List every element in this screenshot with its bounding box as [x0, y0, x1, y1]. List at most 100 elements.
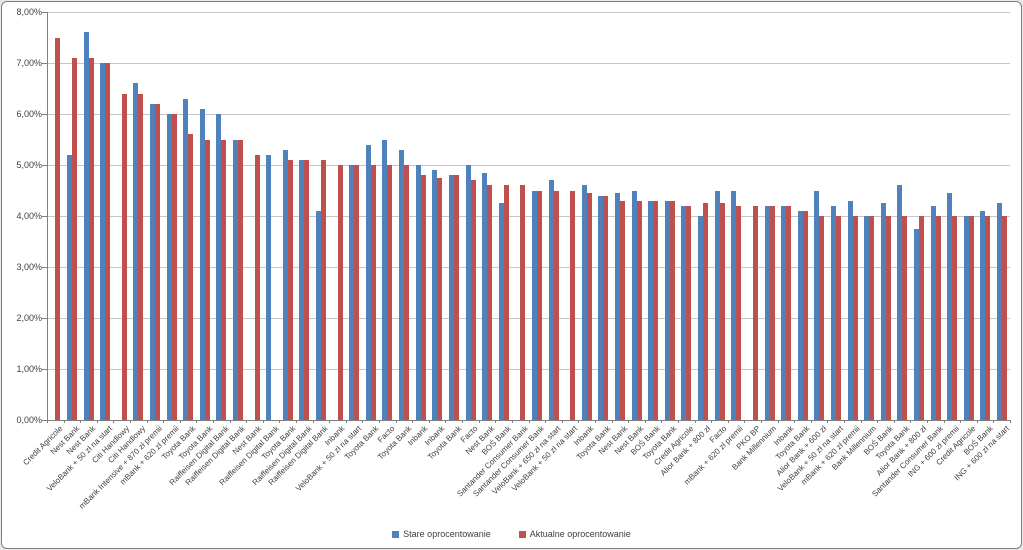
bar-old-rate	[698, 216, 704, 420]
bar-new-rate	[752, 205, 758, 420]
x-axis-tick	[179, 420, 181, 423]
x-axis-tick	[113, 420, 115, 423]
bar-old-rate	[349, 165, 355, 420]
bar-new-rate	[586, 193, 592, 420]
bar-new-rate	[968, 216, 974, 420]
x-axis-tick	[628, 420, 630, 423]
bar-new-rate	[138, 93, 144, 420]
x-axis-tick	[528, 420, 530, 423]
bar-new-rate	[786, 205, 792, 420]
bar-new-rate	[520, 185, 526, 420]
gridline	[47, 165, 1010, 166]
bar-old-rate	[482, 172, 488, 420]
bar-old-rate	[282, 149, 288, 420]
bar-old-rate	[299, 159, 305, 420]
bar-old-rate	[847, 200, 853, 420]
category-group	[329, 12, 346, 420]
bar-old-rate	[947, 193, 953, 420]
category-group	[495, 12, 512, 420]
bar-old-rate	[864, 216, 870, 420]
category-group	[961, 12, 978, 420]
category-group	[529, 12, 546, 420]
bar-old-rate	[382, 139, 388, 420]
bar-old-rate	[997, 203, 1003, 420]
x-axis-tick	[362, 420, 364, 423]
y-axis-label: 3,00%	[16, 262, 42, 272]
bar-new-rate	[603, 195, 609, 420]
x-axis-tick	[213, 420, 215, 423]
category-group	[645, 12, 662, 420]
x-axis-tick	[80, 420, 82, 423]
bar-old-rate	[930, 205, 936, 420]
category-group	[479, 12, 496, 420]
bar-old-rate	[66, 154, 72, 420]
bar-new-rate	[553, 190, 559, 420]
bar-new-rate	[636, 200, 642, 420]
x-axis-tick	[860, 420, 862, 423]
gridline	[47, 63, 1010, 64]
bar-old-rate	[166, 114, 172, 420]
bar-old-rate	[598, 195, 604, 420]
bar-old-rate	[714, 190, 720, 420]
category-group	[545, 12, 562, 420]
bar-new-rate	[802, 210, 808, 420]
x-axis-tick	[893, 420, 895, 423]
category-group	[213, 12, 230, 420]
x-axis-tick	[478, 420, 480, 423]
category-group	[761, 12, 778, 420]
bar-new-rate	[835, 216, 841, 420]
category-group	[628, 12, 645, 420]
bar-new-rate	[420, 175, 426, 420]
category-group	[130, 12, 147, 420]
gridline	[47, 369, 1010, 370]
x-axis-tick	[561, 420, 563, 423]
bar-old-rate	[399, 149, 405, 420]
x-axis-tick	[910, 420, 912, 423]
category-group	[944, 12, 961, 420]
category-group	[263, 12, 280, 420]
x-axis-tick	[594, 420, 596, 423]
y-axis-tick	[42, 12, 47, 13]
x-axis-tick	[246, 420, 248, 423]
bar-old-rate	[648, 200, 654, 420]
y-axis-label: 6,00%	[16, 109, 42, 119]
category-group	[163, 12, 180, 420]
category-group	[927, 12, 944, 420]
category-group	[97, 12, 114, 420]
bar-new-rate	[287, 159, 293, 420]
bar-new-rate	[121, 93, 127, 420]
category-group	[180, 12, 197, 420]
bar-old-rate	[316, 210, 322, 420]
bar-new-rate	[1002, 216, 1008, 420]
bar-new-rate	[105, 63, 111, 420]
x-axis-tick	[196, 420, 198, 423]
bar-old-rate	[448, 175, 454, 420]
bar-old-rate	[631, 190, 637, 420]
x-axis-tick	[511, 420, 513, 423]
bar-new-rate	[819, 216, 825, 420]
x-axis-tick	[943, 420, 945, 423]
x-axis-tick	[312, 420, 314, 423]
x-axis-tick	[960, 420, 962, 423]
bar-new-rate	[736, 205, 742, 420]
x-axis-tick	[379, 420, 381, 423]
category-group	[462, 12, 479, 420]
bar-old-rate	[880, 203, 886, 420]
bar-new-rate	[769, 205, 775, 420]
bar-new-rate	[570, 190, 576, 420]
category-group	[861, 12, 878, 420]
y-axis-tick	[42, 369, 47, 370]
bar-old-rate	[681, 205, 687, 420]
category-group	[147, 12, 164, 420]
x-axis-tick	[727, 420, 729, 423]
y-axis-label: 4,00%	[16, 211, 42, 221]
bar-old-rate	[615, 193, 621, 420]
bar-new-rate	[71, 57, 77, 420]
legend-swatch-old-icon	[392, 530, 400, 538]
category-group	[595, 12, 612, 420]
x-axis-tick	[843, 420, 845, 423]
y-axis-label: 8,00%	[16, 7, 42, 17]
x-axis-tick	[395, 420, 397, 423]
legend-label-old: Stare oprocentowanie	[403, 529, 491, 539]
